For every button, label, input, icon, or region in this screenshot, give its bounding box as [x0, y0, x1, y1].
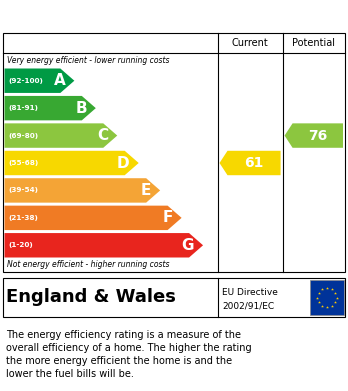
Text: (39-54): (39-54) [8, 187, 39, 194]
Text: The energy efficiency rating is a measure of the: The energy efficiency rating is a measur… [6, 330, 241, 340]
Text: Current: Current [232, 38, 268, 48]
Text: 2002/91/EC: 2002/91/EC [222, 301, 275, 310]
Polygon shape [5, 123, 117, 148]
Text: (69-80): (69-80) [8, 133, 39, 138]
Polygon shape [5, 151, 139, 175]
Polygon shape [5, 96, 96, 120]
Text: A: A [54, 73, 65, 88]
Polygon shape [285, 123, 343, 148]
Text: 76: 76 [308, 129, 327, 143]
Text: D: D [117, 156, 130, 170]
Text: F: F [162, 210, 173, 225]
Polygon shape [220, 151, 280, 175]
Bar [310, 280, 344, 315]
Text: EU Directive: EU Directive [222, 288, 278, 297]
Polygon shape [5, 206, 182, 230]
Text: (1-20): (1-20) [8, 242, 33, 248]
Text: (92-100): (92-100) [8, 78, 44, 84]
Text: B: B [75, 100, 87, 116]
Text: E: E [141, 183, 151, 198]
Text: lower the fuel bills will be.: lower the fuel bills will be. [6, 369, 134, 379]
Bar [3, 278, 345, 317]
Text: Not energy efficient - higher running costs: Not energy efficient - higher running co… [7, 260, 169, 269]
Text: G: G [182, 238, 194, 253]
Text: 61: 61 [244, 156, 264, 170]
Text: overall efficiency of a home. The higher the rating: overall efficiency of a home. The higher… [6, 343, 252, 353]
Polygon shape [5, 178, 160, 203]
Text: Very energy efficient - lower running costs: Very energy efficient - lower running co… [7, 56, 169, 65]
Text: the more energy efficient the home is and the: the more energy efficient the home is an… [6, 356, 232, 366]
Text: Potential: Potential [292, 38, 335, 48]
Text: C: C [97, 128, 108, 143]
Text: Energy Efficiency Rating: Energy Efficiency Rating [69, 7, 279, 23]
Text: England & Wales: England & Wales [6, 289, 176, 307]
Polygon shape [5, 68, 74, 93]
Text: (55-68): (55-68) [8, 160, 39, 166]
Text: (21-38): (21-38) [8, 215, 38, 221]
Text: (81-91): (81-91) [8, 105, 39, 111]
Polygon shape [5, 233, 203, 258]
